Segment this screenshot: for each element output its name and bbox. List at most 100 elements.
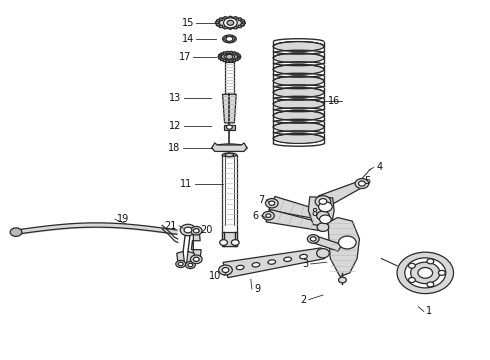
Ellipse shape <box>226 51 229 54</box>
Circle shape <box>184 227 192 233</box>
Ellipse shape <box>235 58 239 60</box>
Circle shape <box>418 267 433 278</box>
Ellipse shape <box>241 20 245 22</box>
Ellipse shape <box>224 54 235 59</box>
Bar <box>222 155 237 246</box>
Text: 10: 10 <box>209 271 221 281</box>
Circle shape <box>409 263 416 268</box>
Polygon shape <box>266 210 324 231</box>
Circle shape <box>180 224 196 236</box>
Circle shape <box>307 235 319 243</box>
Ellipse shape <box>229 27 232 30</box>
Circle shape <box>10 228 22 237</box>
Ellipse shape <box>273 53 324 63</box>
Text: 18: 18 <box>169 143 181 153</box>
Ellipse shape <box>215 22 219 24</box>
Text: 8: 8 <box>312 208 318 218</box>
Ellipse shape <box>273 64 324 75</box>
Polygon shape <box>187 251 195 266</box>
Ellipse shape <box>218 56 221 58</box>
Ellipse shape <box>234 26 237 29</box>
Ellipse shape <box>273 41 324 51</box>
Circle shape <box>397 252 454 294</box>
Text: 15: 15 <box>181 18 194 28</box>
Circle shape <box>219 265 232 275</box>
Circle shape <box>355 179 369 189</box>
Polygon shape <box>318 181 364 207</box>
Text: 6: 6 <box>252 211 259 221</box>
Ellipse shape <box>236 265 244 270</box>
Ellipse shape <box>220 53 223 55</box>
Circle shape <box>317 223 329 231</box>
Circle shape <box>269 201 275 205</box>
Bar <box>222 232 237 246</box>
Circle shape <box>409 278 416 283</box>
Text: 14: 14 <box>182 34 194 44</box>
Circle shape <box>191 255 202 264</box>
Ellipse shape <box>238 25 242 28</box>
Polygon shape <box>192 231 201 259</box>
Ellipse shape <box>219 52 240 62</box>
Ellipse shape <box>273 111 324 120</box>
Circle shape <box>319 199 327 204</box>
Circle shape <box>178 262 183 266</box>
Ellipse shape <box>234 17 237 19</box>
Ellipse shape <box>241 24 245 26</box>
Circle shape <box>359 181 366 186</box>
Circle shape <box>194 229 199 233</box>
Circle shape <box>310 237 316 241</box>
Polygon shape <box>223 248 325 278</box>
Text: 1: 1 <box>426 306 432 316</box>
Ellipse shape <box>229 16 232 19</box>
Circle shape <box>186 261 196 269</box>
Circle shape <box>231 240 239 246</box>
Ellipse shape <box>233 59 236 62</box>
Text: 12: 12 <box>169 121 182 131</box>
Circle shape <box>427 282 434 287</box>
Text: 4: 4 <box>376 162 382 172</box>
Ellipse shape <box>273 41 324 51</box>
Text: 17: 17 <box>179 52 192 62</box>
Circle shape <box>266 214 271 217</box>
Ellipse shape <box>237 57 240 59</box>
Polygon shape <box>222 94 236 123</box>
Ellipse shape <box>230 60 232 62</box>
Circle shape <box>227 20 234 25</box>
Ellipse shape <box>219 54 222 56</box>
Ellipse shape <box>216 17 245 28</box>
Text: 19: 19 <box>117 214 129 224</box>
Circle shape <box>176 260 186 267</box>
Ellipse shape <box>224 17 227 19</box>
Ellipse shape <box>224 26 227 29</box>
Ellipse shape <box>219 57 222 59</box>
Text: 3: 3 <box>302 259 308 269</box>
Ellipse shape <box>220 18 223 21</box>
Ellipse shape <box>242 22 245 24</box>
Circle shape <box>266 199 278 208</box>
Text: 21: 21 <box>165 221 177 231</box>
Text: 2: 2 <box>300 295 306 305</box>
Circle shape <box>226 36 233 41</box>
Circle shape <box>318 202 332 212</box>
Circle shape <box>439 270 445 275</box>
Text: 16: 16 <box>328 96 340 107</box>
Polygon shape <box>177 251 185 266</box>
Ellipse shape <box>220 25 223 28</box>
Ellipse shape <box>273 64 324 75</box>
Circle shape <box>317 211 329 220</box>
Ellipse shape <box>273 134 324 143</box>
Bar <box>225 62 234 94</box>
Ellipse shape <box>222 35 236 43</box>
Ellipse shape <box>273 134 324 143</box>
Polygon shape <box>328 217 360 276</box>
Circle shape <box>191 226 202 235</box>
Text: 7: 7 <box>258 195 265 204</box>
Circle shape <box>226 54 233 59</box>
Circle shape <box>411 262 440 284</box>
Circle shape <box>405 258 446 288</box>
Ellipse shape <box>220 58 223 60</box>
Ellipse shape <box>225 154 234 157</box>
Ellipse shape <box>222 153 237 157</box>
Ellipse shape <box>273 53 324 63</box>
Circle shape <box>263 211 274 220</box>
